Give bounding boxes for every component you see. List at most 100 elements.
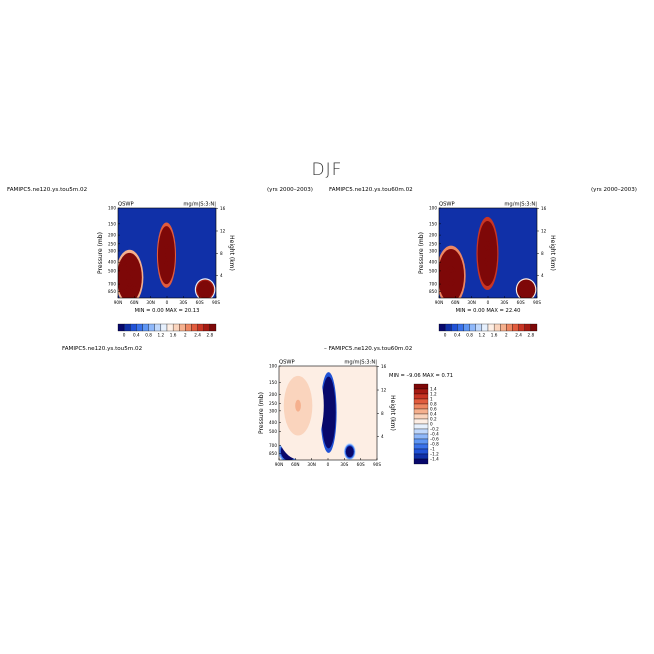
pressure-tick-label: 300 <box>269 408 277 413</box>
field-level-2-8 <box>349 450 351 453</box>
lat-tick-label: 60S <box>357 462 365 467</box>
colorbar-swatch <box>148 323 155 332</box>
colorbar-label: 0.2 <box>430 417 437 422</box>
lat-tick-label: 60N <box>451 300 459 305</box>
field-area <box>439 208 537 298</box>
colorbar-swatch <box>506 323 513 332</box>
pressure-tick-label: 100 <box>108 206 116 211</box>
pressure-tick-label: 500 <box>429 268 437 273</box>
pressure-tick-label: 500 <box>108 268 116 273</box>
colorbar-swatch <box>179 323 186 332</box>
colorbar-swatch <box>413 383 429 390</box>
colorbar-swatch <box>413 403 429 410</box>
colorbar-label: 2.4 <box>194 333 201 338</box>
field-area <box>118 208 216 298</box>
colorbar-swatch <box>524 323 532 332</box>
panel3-diff-label: – FAMIPC5.ne120.ys.tou60m.02 <box>324 346 413 352</box>
colorbar-swatch <box>154 323 162 332</box>
colorbar-swatch <box>413 433 429 440</box>
height-tick-label: 4 <box>541 273 544 278</box>
lat-tick-label: 30N <box>146 300 154 305</box>
colorbar-swatch <box>469 323 476 332</box>
lat-tick-label: 90N <box>275 462 283 467</box>
height-tick-label: 12 <box>541 228 547 233</box>
lat-tick-label: 90N <box>435 300 443 305</box>
colorbar-swatch <box>413 428 429 435</box>
colorbar-label: 0.4 <box>430 412 437 417</box>
lat-tick-label: 90S <box>533 300 541 305</box>
panel1-case-label: FAMIPC5.ne120.ys.tou5m.02 <box>7 187 88 193</box>
height-tick-label: 4 <box>220 273 223 278</box>
colorbar-swatch <box>481 323 489 332</box>
pressure-tick-label: 700 <box>429 282 437 287</box>
colorbar-label: 0 <box>430 422 433 427</box>
units-label: mg/m|S:3:N| <box>504 202 537 208</box>
pressure-tick-label: 150 <box>108 221 116 226</box>
colorbar-swatch <box>209 323 217 332</box>
colorbar-label: 2 <box>505 333 508 338</box>
colorbar-swatch <box>203 323 211 332</box>
height-axis-title: Height (km) <box>549 235 556 271</box>
pressure-tick-label: 200 <box>108 233 116 238</box>
colorbar-swatch <box>413 443 429 450</box>
pressure-tick-label: 200 <box>429 233 437 238</box>
colorbar-label: 0.8 <box>466 333 473 338</box>
pressure-tick-label: 850 <box>269 451 277 456</box>
lat-tick-label: 30N <box>307 462 315 467</box>
pressure-tick-label: 700 <box>269 443 277 448</box>
colorbar-swatch <box>512 323 519 332</box>
colorbar-swatch <box>518 323 525 332</box>
colorbar-swatch <box>130 323 137 332</box>
pressure-tick-label: 300 <box>108 248 116 253</box>
lat-tick-label: 60S <box>517 300 525 305</box>
pressure-tick-label: 150 <box>429 221 437 226</box>
pressure-tick-label: 300 <box>429 248 437 253</box>
colorbar-label: 0.6 <box>430 407 437 412</box>
colorbar-label: –0.6 <box>430 437 439 442</box>
colorbar-swatch <box>413 453 429 460</box>
lat-tick-label: 0 <box>327 462 330 467</box>
lat-tick-label: 30S <box>340 462 348 467</box>
panel3-case-label: FAMIPC5.ne120.ys.tou5m.02 <box>62 346 143 352</box>
lat-tick-label: 60N <box>291 462 299 467</box>
lat-tick-label: 60N <box>130 300 138 305</box>
colorbar-swatch <box>463 323 470 332</box>
pressure-tick-label: 250 <box>429 241 437 246</box>
colorbar-label: 1 <box>430 397 433 402</box>
lat-tick-label: 0 <box>166 300 169 305</box>
pressure-tick-label: 150 <box>269 380 277 385</box>
colorbar-label: 0 <box>123 333 126 338</box>
pressure-tick-label: 850 <box>429 289 437 294</box>
colorbar-label: –1 <box>430 447 435 452</box>
variable-label: QSWP <box>439 202 455 208</box>
colorbar-swatch <box>185 323 192 332</box>
pressure-tick-label: 100 <box>269 364 277 369</box>
pressure-axis-title: Pressure (mb) <box>97 232 104 274</box>
colorbar-swatch <box>197 323 204 332</box>
height-tick-label: 16 <box>381 364 387 369</box>
pressure-tick-label: 250 <box>269 401 277 406</box>
lat-tick-label: 0 <box>487 300 490 305</box>
colorbar-label: –1.2 <box>430 452 439 457</box>
colorbar-swatch <box>413 398 429 405</box>
colorbar-swatch <box>413 413 429 420</box>
colorbar-label: 2.8 <box>207 333 214 338</box>
colorbar-swatch <box>413 438 429 445</box>
pressure-tick-label: 250 <box>108 241 116 246</box>
units-label: mg/m|S:3:N| <box>183 202 216 208</box>
colorbar-swatch <box>438 323 446 332</box>
pressure-axis-title: Pressure (mb) <box>258 392 265 434</box>
colorbar-swatch <box>413 393 429 400</box>
pressure-tick-label: 400 <box>269 420 277 425</box>
height-axis-title: Height (km) <box>389 395 396 431</box>
colorbar-label: 1.2 <box>430 392 437 397</box>
colorbar-swatch <box>413 418 429 425</box>
figure-title: DJF <box>311 160 343 180</box>
field-level-1-8 <box>127 274 131 281</box>
field-level-3-8 <box>295 399 301 412</box>
colorbar-swatch <box>493 323 501 332</box>
field-level-0-8 <box>327 407 330 417</box>
field-level-0-8 <box>486 249 489 258</box>
colorbar-label: –1.4 <box>430 457 439 462</box>
colorbar-swatch <box>413 388 429 395</box>
